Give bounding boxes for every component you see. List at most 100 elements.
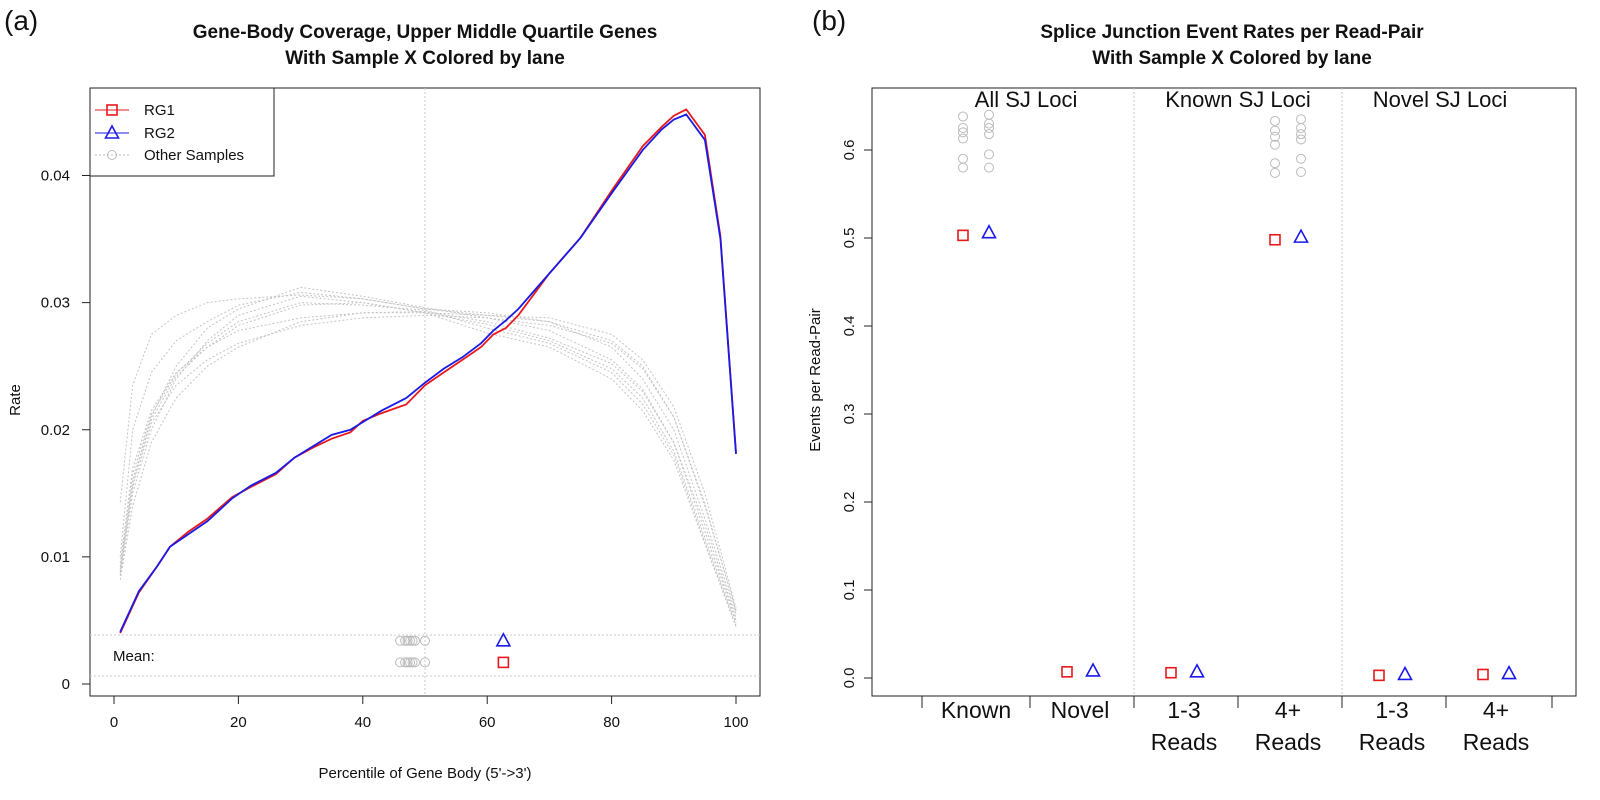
panel-a-mean-other-marker [410,657,421,668]
panel-b-other-sample-point [1296,129,1306,140]
panel-b-other-sample-point [1270,158,1280,169]
panel-a-plot: 0 20 40 60 80 100 0 0.01 0.02 0.03 0.04 Mean: RG1 RG2… [41,87,761,731]
panel-a-mean-other-marker [407,657,418,668]
panel-b-rg2-point [1085,662,1101,677]
panel-b-other-sample-point [958,123,968,133]
panel-b-ytick-label: 0.0 [841,668,858,689]
panel-b-plot: All SJ Loci Known SJ Loci Novel SJ Loci 0.0… [841,87,1577,755]
panel-b-other-sample-point [1296,114,1306,125]
panel-b-other-sample-point [958,162,968,173]
panel-b-other-sample-point [1296,153,1306,164]
panel-a-ylabel: Rate [7,384,24,416]
panel-b-letter: (b) [812,5,846,36]
panel-a-legend-label: Other Samples [144,147,244,164]
panel-a-mean-rg2-marker [495,632,512,647]
panel-b-category-label: 4+ [1483,697,1509,723]
panel-a-legend-label: RG2 [144,125,175,142]
panel-b-other-sample-point [1270,125,1280,136]
panel-a-title-line1: Gene-Body Coverage, Upper Middle Quartil… [193,22,658,43]
panel-a-series-rg2 [119,113,737,633]
panel-a-mean-other-marker [395,657,406,668]
panel-a-series-rg1 [119,108,737,634]
panel-a-other-sample-line [119,286,737,621]
panel-b-rg1-point [957,229,969,242]
panel-b-ytick-label: 0.6 [841,140,858,161]
panel-a-mean-other-marker [400,657,411,668]
panel-a-xtick-label: 100 [723,714,748,731]
panel-b-category-label: Known [941,697,1011,723]
panel-b-group-label: All SJ Loci [975,87,1078,112]
panel-a-mean-rg1-marker [497,656,510,669]
panel-b-category-label: Reads [1359,729,1425,755]
panel-a-mean-other-marker [405,657,416,668]
panel-a-other-sample-line [119,295,737,624]
panel-b-title-line1: Splice Junction Event Rates per Read-Pai… [1040,22,1424,43]
panel-b-other-sample-point [984,129,994,140]
panel-b-other-sample-point [1296,167,1306,177]
panel-a-xtick-label: 0 [110,714,118,731]
panel-b-group-label: Novel SJ Loci [1373,87,1508,112]
panel-b-other-sample-point [1270,139,1280,150]
panel-a-letter: (a) [4,5,38,36]
panel-b-rg2-point [1501,664,1517,680]
panel-a-legend-marker [106,104,118,116]
panel-b-category-label: Reads [1151,729,1217,755]
panel-a-other-sample-line [119,302,737,627]
panel-b-rg1-point [1269,233,1281,246]
panel-a-xtick-label: 20 [230,714,247,731]
panel-b-category-label: Novel [1051,697,1110,723]
panel-b-ylabel: Events per Read-Pair [807,308,824,451]
panel-a-mean-label: Mean: [113,648,155,665]
panel-a-mean-other-marker [420,635,430,646]
panel-b-other-sample-point [1296,134,1306,145]
panel-b-other-sample-point [1270,167,1280,178]
panel-b-other-sample-point [958,133,968,144]
panel-a-legend-marker [104,124,120,139]
panel-b-rg2-point [981,224,997,239]
panel-a-mean-other-marker [402,635,413,646]
panel-a-legend-marker [107,150,117,160]
panel-b-category-label: 1-3 [1375,697,1408,723]
panel-b-frame [871,87,1577,697]
panel-b-rg2-point [1397,665,1413,681]
panel-b-ytick-label: 0.4 [841,316,858,337]
panel-a-ytick-label: 0.03 [41,295,70,312]
panel-a-other-sample-line [119,314,737,612]
panel-b-other-sample-point [1296,123,1306,133]
panel-b-other-sample-point [984,118,994,129]
panel-b-other-sample-point [984,149,994,160]
panel-a-mean-other-marker [402,657,413,668]
panel-a-ytick-label: 0.01 [41,549,70,566]
panel-b-other-sample-point [984,162,994,173]
panel-a-mean-other-marker [405,635,416,646]
panel-b-other-sample-point [1270,131,1280,142]
panel-a-other-sample-line [119,291,737,611]
panel-b-rg1-point [1165,666,1177,679]
panel-b-other-sample-point [958,153,968,164]
panel-a-mean-other-marker [407,635,418,646]
panel-b-category-label: 1-3 [1167,697,1200,723]
panel-b-ytick-label: 0.5 [841,228,858,249]
panel-a-legend-label: RG1 [144,102,175,119]
panel-b-other-sample-point [1270,115,1280,126]
panel-a-other-sample-line [119,311,737,619]
panel-a-ytick-label: 0.04 [41,168,70,185]
panel-a-mean-other-marker [395,635,406,646]
panel-a-xlabel: Percentile of Gene Body (5'->3') [319,765,532,782]
panel-b-other-sample-point [984,123,994,133]
panel-a-xtick-label: 40 [354,714,371,731]
panel-a-xtick-label: 60 [479,714,496,731]
panel-a-legend-box [89,87,275,177]
panel-b-rg1-point [1477,668,1489,681]
panel-b-rg1-point [1061,666,1073,678]
panel-b-category-label: Reads [1463,729,1529,755]
panel-b-other-sample-point [958,127,968,138]
panel-b-rg2-point [1189,663,1205,678]
panel-a-ytick-label: 0 [62,676,70,693]
panel-b-category-label: Reads [1255,729,1321,755]
panel-a-mean-other-marker [400,635,411,646]
panel-a-title-line2: With Sample X Colored by lane [285,48,565,69]
panel-b-category-label: 4+ [1275,697,1301,723]
panel-a-xtick-label: 80 [603,714,620,731]
